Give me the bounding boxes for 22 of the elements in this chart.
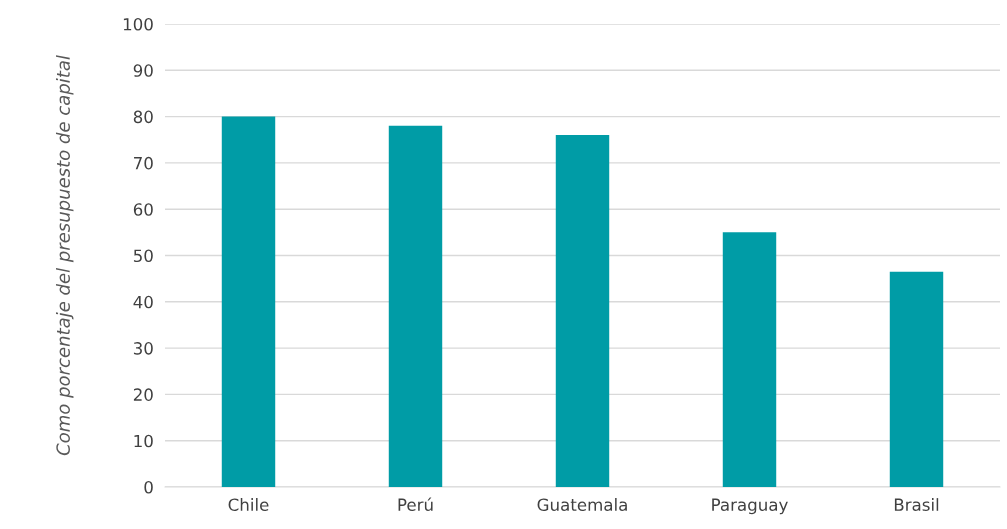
- y-tick-label: 20: [133, 388, 153, 401]
- x-tick-label: Guatemala: [537, 498, 627, 512]
- bar: [889, 271, 944, 487]
- y-tick-label: 50: [133, 249, 153, 263]
- y-axis-title: Como porcentaje del presupuesto de capital: [55, 55, 74, 456]
- y-tick-label: 30: [133, 342, 153, 355]
- x-tick-label: Paraguay: [712, 498, 788, 515]
- y-tick-label: 40: [133, 295, 153, 309]
- bar: [221, 116, 276, 487]
- y-tick-label: 0: [144, 480, 153, 494]
- x-tick-label: Chile: [228, 498, 269, 512]
- y-tick-label: 80: [133, 110, 153, 124]
- y-tick-label: 10: [134, 434, 153, 448]
- x-tick-label: Brasil: [894, 498, 939, 512]
- bar: [555, 135, 610, 487]
- bar: [388, 125, 443, 487]
- y-tick-label: 70: [134, 156, 153, 170]
- y-tick-label: 90: [133, 64, 153, 77]
- bar: [722, 232, 777, 487]
- y-tick-label: 60: [133, 203, 153, 216]
- x-tick-label: Perú: [398, 497, 433, 512]
- y-tick-label: 100: [123, 17, 153, 31]
